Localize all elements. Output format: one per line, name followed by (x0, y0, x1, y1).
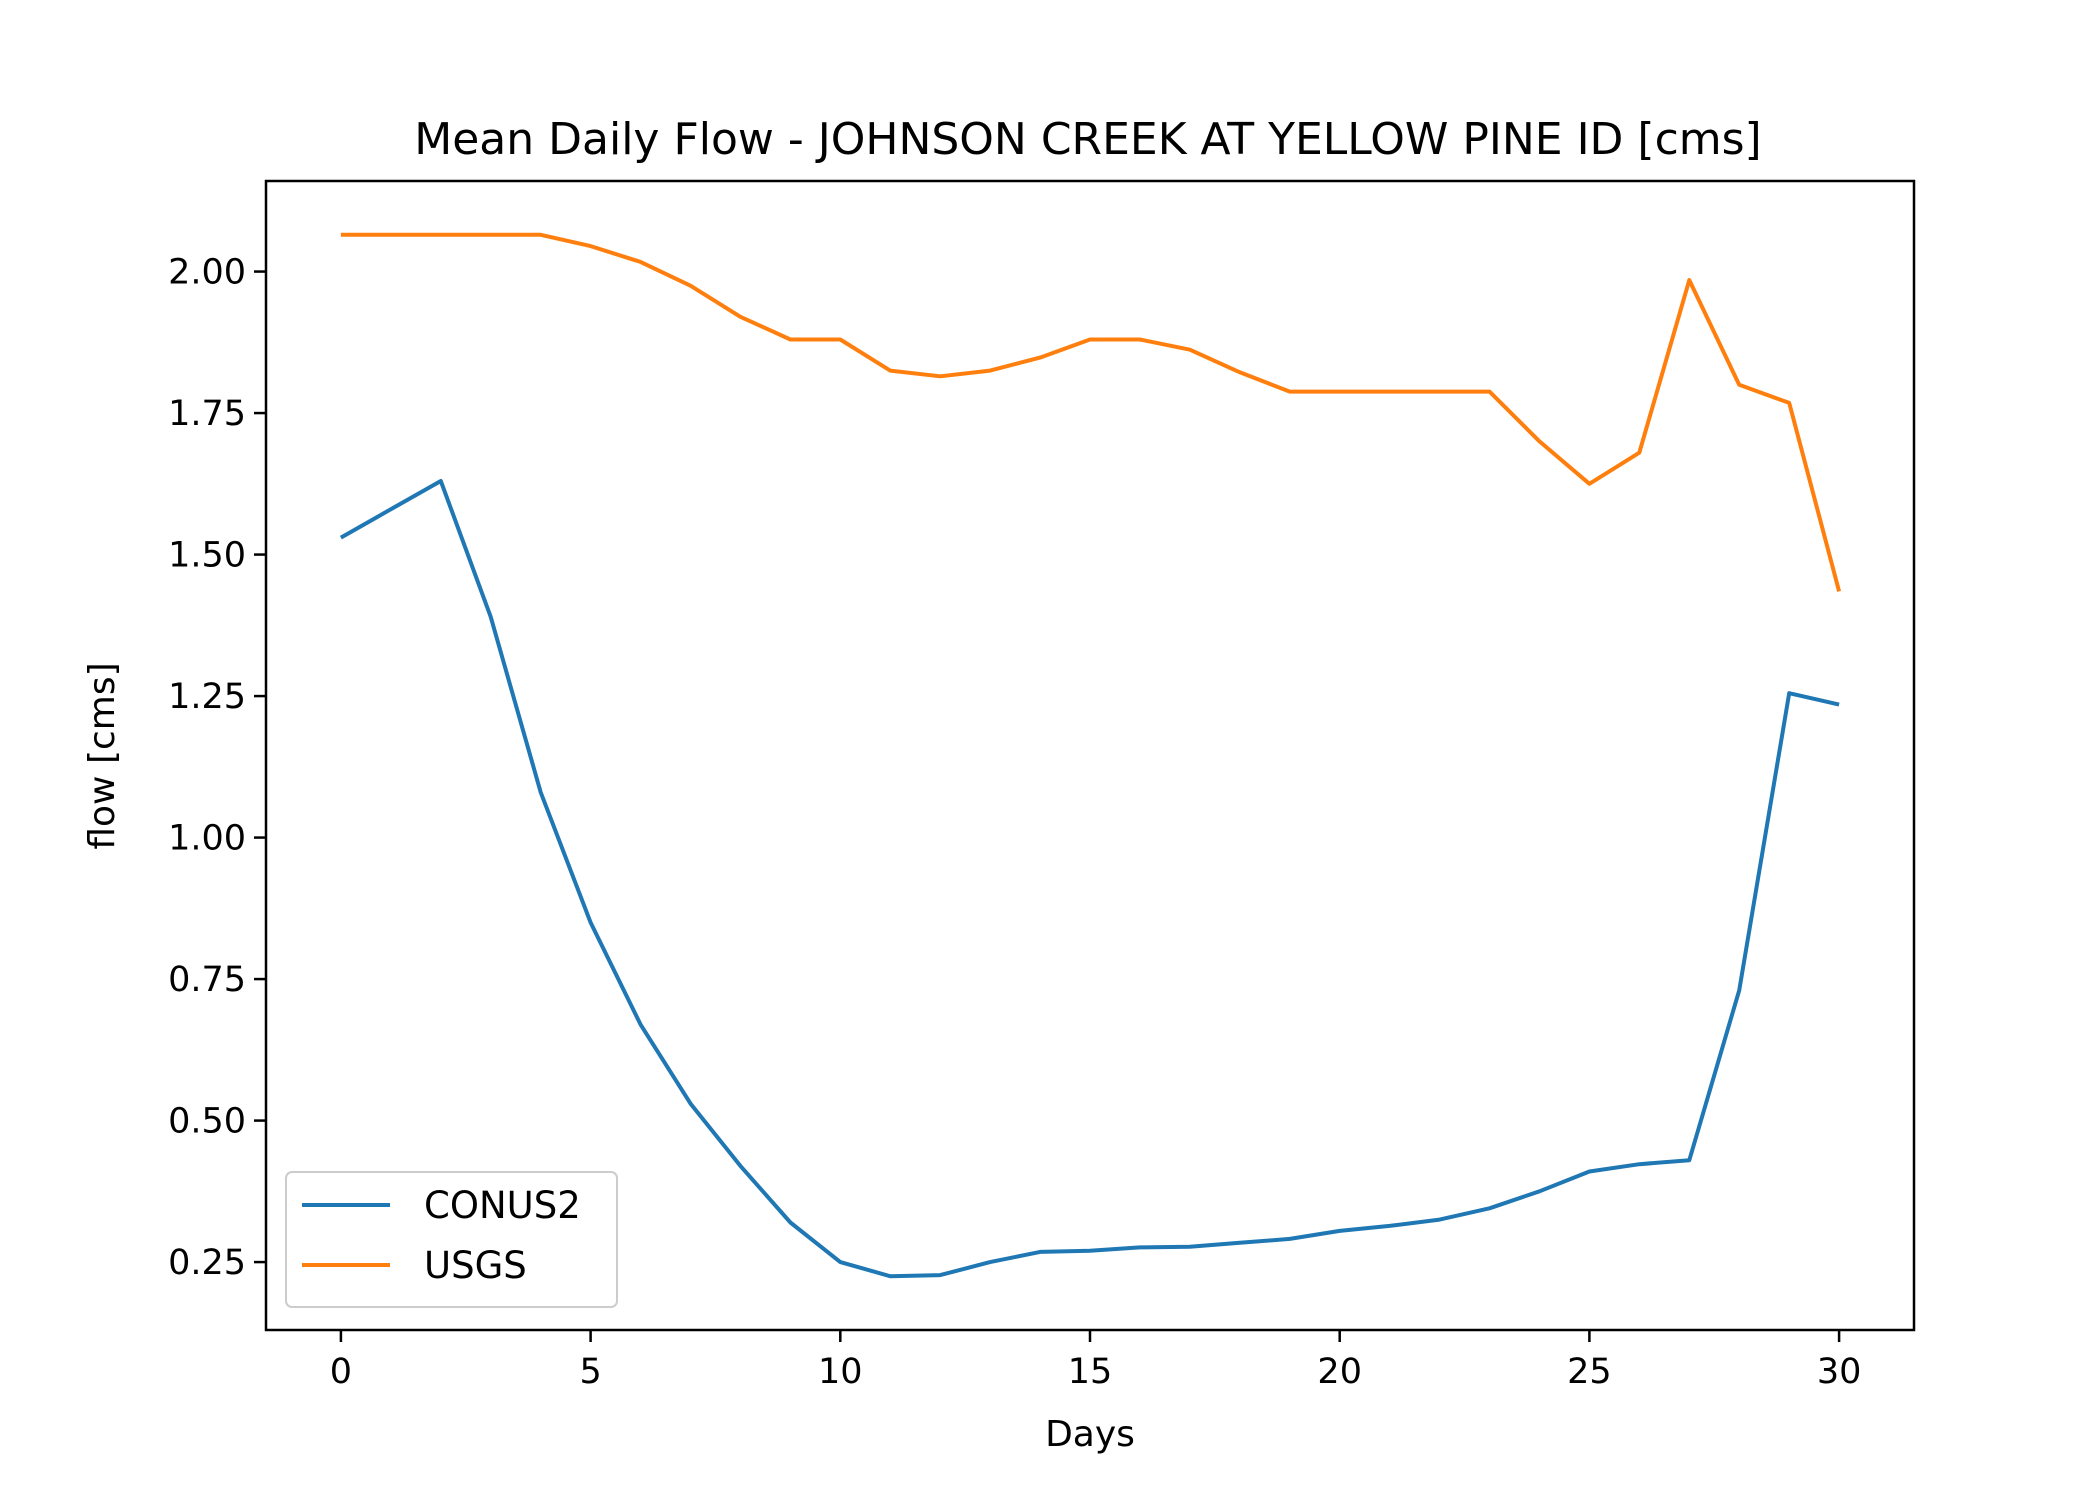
series-line-conus2 (339, 479, 1840, 1279)
y-tick-label: 0.25 (168, 1243, 246, 1283)
y-tick-label: 1.00 (168, 819, 246, 859)
y-axis-ticks: 0.25 0.50 0.75 1.00 1.25 1.50 1.75 2.00 (168, 253, 266, 1283)
x-tick-label: 20 (1317, 1352, 1362, 1392)
x-tick-label: 5 (579, 1352, 601, 1392)
chart-title: Mean Daily Flow - JOHNSON CREEK AT YELLO… (414, 114, 1761, 165)
y-tick-label: 1.50 (168, 536, 246, 576)
x-tick-label: 0 (330, 1352, 352, 1392)
x-axis-label: Days (1045, 1414, 1135, 1455)
legend: CONUS2 USGS (285, 1171, 618, 1308)
x-tick-label: 10 (818, 1352, 863, 1392)
x-axis-ticks: 0 5 10 15 20 25 30 (330, 1330, 1862, 1392)
y-axis-label: flow [cms] (82, 662, 123, 849)
y-tick-label: 1.25 (168, 677, 246, 717)
y-tick-label: 0.50 (168, 1102, 246, 1142)
y-tick-label: 1.75 (168, 394, 246, 434)
x-tick-label: 30 (1817, 1352, 1862, 1392)
series-line-usgs (340, 232, 1842, 592)
y-tick-label: 0.75 (168, 960, 246, 1000)
legend-label-usgs: USGS (424, 1244, 527, 1287)
legend-label-conus2: CONUS2 (424, 1184, 581, 1227)
x-tick-label: 25 (1567, 1352, 1612, 1392)
series-layer (339, 232, 1842, 1279)
y-tick-label: 2.00 (168, 253, 246, 293)
x-tick-label: 15 (1068, 1352, 1113, 1392)
